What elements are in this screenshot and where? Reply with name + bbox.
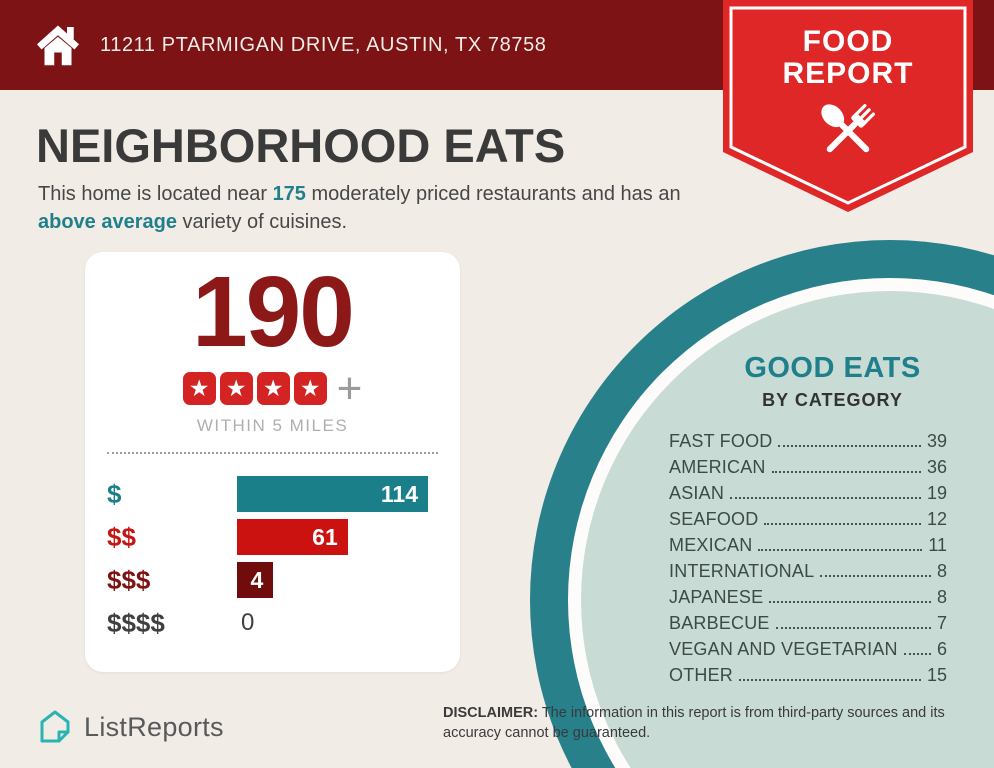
price-bars: $114 $$ 61 $$$ 4 $$$$ 0 [107, 476, 428, 648]
restaurant-count: 175 [272, 183, 306, 205]
ribbon-shape [723, 0, 973, 212]
food-report-ribbon: FOOD REPORT [723, 0, 973, 214]
dot-leader [775, 627, 931, 629]
category-value: 12 [926, 509, 947, 529]
category-value: 7 [936, 613, 947, 633]
category-row: INTERNATIONAL 8 [669, 562, 947, 580]
dotted-divider [107, 452, 438, 454]
dot-leader [730, 497, 921, 499]
total-restaurant-count: 190 [192, 256, 355, 368]
category-row: JAPANESE 8 [669, 588, 947, 606]
category-value: 36 [926, 457, 947, 477]
dot-leader [778, 445, 921, 447]
dot-leader [739, 679, 921, 681]
category-value: 8 [936, 587, 947, 607]
category-row: OTHER 15 [669, 666, 947, 684]
category-row: MEXICAN 11 [669, 536, 947, 554]
brand-name: ListReports [84, 711, 224, 742]
price-tier-bar-track: 4 [237, 562, 428, 598]
price-tier-bar-track: 114 [237, 476, 428, 512]
category-value: 6 [936, 639, 947, 659]
dot-leader [903, 653, 931, 655]
star-badge-icon: ★ [293, 372, 327, 405]
category-value: 8 [936, 561, 947, 581]
category-label: JAPANESE [669, 587, 764, 607]
category-row: AMERICAN 36 [669, 458, 947, 476]
star-badge-icon: ★ [219, 372, 253, 405]
radius-caption: WITHIN 5 MILES [196, 416, 349, 435]
price-tier-bar: 61 [237, 519, 348, 555]
subtitle-text: This home is located near [38, 183, 273, 205]
price-tier-bar: 114 [237, 476, 428, 512]
page-subtitle: This home is located near 175 moderately… [38, 180, 693, 237]
category-label: INTERNATIONAL [669, 561, 815, 581]
ribbon-title-line2: REPORT [782, 57, 914, 90]
price-tier-label: $ [107, 478, 122, 509]
price-tier-label: $$ [107, 521, 136, 552]
dot-leader [771, 471, 921, 473]
price-tier-bar: 4 [237, 562, 274, 598]
category-value: 19 [926, 483, 947, 503]
dot-leader [820, 575, 931, 577]
restaurant-stats-card: 190 ★ ★ ★ ★ + WITHIN 5 MILES $114 $$ 61 $$$ 4 $$$… [85, 252, 460, 672]
ribbon-title: FOOD REPORT [723, 26, 973, 90]
price-tier-row: $$$ 4 [107, 562, 428, 598]
crossed-spoon-fork-icon [821, 103, 876, 153]
subtitle-text: moderately priced restaurants and has an [305, 183, 681, 205]
category-value: 39 [926, 431, 947, 451]
subtitle-text: variety of cuisines. [176, 211, 348, 234]
price-tier-label: $$$ [107, 564, 151, 595]
disclaimer-label: DISCLAIMER: [443, 705, 539, 721]
dot-leader [769, 601, 931, 603]
listreports-logo-icon [40, 710, 70, 743]
plus-icon: + [336, 363, 363, 413]
category-label: SEAFOOD [669, 509, 759, 529]
price-tier-row: $$ 61 [107, 519, 428, 555]
price-tier-value: 114 [380, 480, 418, 507]
star-badge-icon: ★ [182, 372, 216, 405]
dot-leader [764, 523, 921, 525]
category-row: BARBECUE 7 [669, 614, 947, 632]
ribbon-title-line1: FOOD [802, 25, 894, 58]
category-row: FAST FOOD 39 [669, 432, 947, 450]
star-badge-icon: ★ [256, 372, 290, 405]
price-tier-value: 4 [250, 566, 264, 593]
price-tier-bar-track: 0 [237, 605, 428, 641]
good-eats-title: GOOD EATS [744, 352, 921, 384]
category-label: VEGAN AND VEGETARIAN [669, 639, 898, 659]
price-tier-row: $114 [107, 476, 428, 512]
home-icon [37, 25, 79, 66]
star-rating: ★ ★ ★ ★ + [85, 363, 460, 413]
variety-rating: above average [38, 211, 177, 234]
good-eats-subtitle: BY CATEGORY [762, 390, 903, 410]
category-list: FAST FOOD 39 AMERICAN 36 ASIAN 19 SEAFOOD 12 MEX… [669, 432, 947, 692]
category-value: 11 [928, 535, 947, 555]
page-title: NEIGHBORHOOD EATS [36, 119, 566, 172]
price-tier-value: 0 [241, 609, 255, 636]
category-label: OTHER [669, 665, 733, 685]
disclaimer: DISCLAIMER: The information in this repo… [443, 704, 955, 743]
category-row: SEAFOOD 12 [669, 510, 947, 528]
dot-leader [758, 549, 923, 551]
price-tier-value: 61 [312, 523, 338, 550]
property-address: 11211 PTARMIGAN DRIVE, AUSTIN, TX 78758 [100, 33, 547, 56]
price-tier-label: $$$$ [107, 607, 165, 638]
category-label: AMERICAN [669, 457, 766, 477]
category-label: ASIAN [669, 483, 725, 503]
price-tier-bar-track: 61 [237, 519, 428, 555]
category-row: ASIAN 19 [669, 484, 947, 502]
category-label: FAST FOOD [669, 431, 773, 451]
price-tier-row: $$$$ 0 [107, 605, 428, 641]
category-label: MEXICAN [669, 535, 753, 555]
listreports-brand: ListReports [36, 708, 224, 746]
category-value: 15 [926, 665, 947, 685]
disclaimer-text: The information in this report is from t… [443, 705, 945, 741]
category-label: BARBECUE [669, 613, 770, 633]
category-row: VEGAN AND VEGETARIAN 6 [669, 640, 947, 658]
